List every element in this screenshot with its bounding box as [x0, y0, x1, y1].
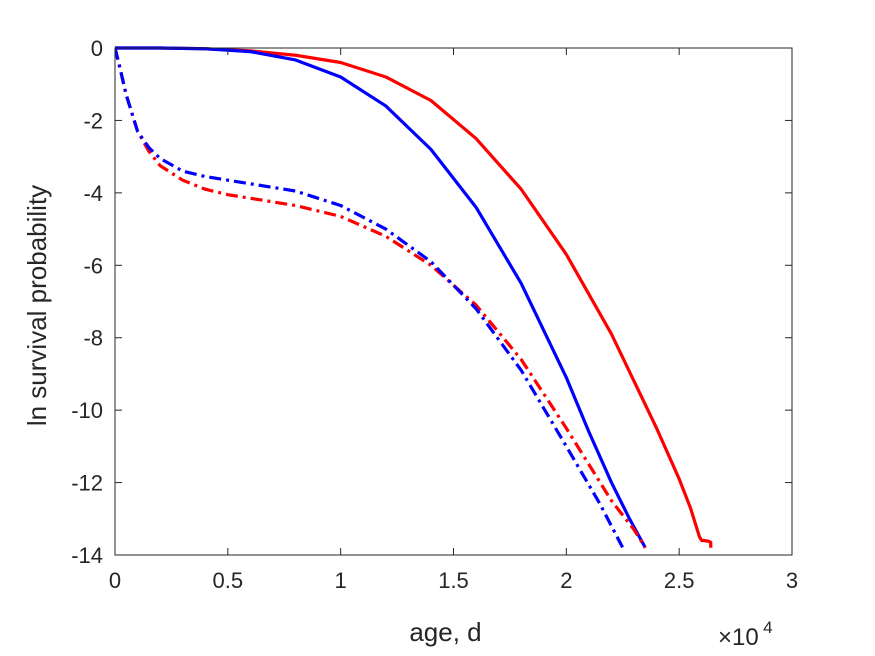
- x-exponent-base: ×10: [718, 624, 759, 651]
- series-line-4: [115, 47, 625, 549]
- series-line-1: [115, 46, 713, 548]
- y-tick-label: -4: [83, 181, 103, 206]
- x-exponent-power: 4: [763, 618, 772, 637]
- x-tick-label: 1: [335, 568, 347, 593]
- x-tick-label: 3: [786, 568, 798, 593]
- y-axis-label: ln survival probability: [22, 185, 52, 426]
- x-axis-label: age, d: [409, 617, 481, 647]
- x-axis-ticks: 0 0.5 1 1.5 2 2.5 3: [109, 48, 798, 593]
- y-tick-label: 0: [91, 36, 103, 61]
- x-tick-label: 0: [109, 568, 121, 593]
- x-tick-label: 0.5: [213, 568, 244, 593]
- y-tick-label: -12: [71, 471, 103, 496]
- x-tick-label: 2.5: [664, 568, 695, 593]
- y-tick-label: -6: [83, 253, 103, 278]
- y-tick-label: -8: [83, 326, 103, 351]
- series-line-2: [115, 46, 647, 549]
- y-tick-label: -10: [71, 398, 103, 423]
- x-axis-exponent: ×10 4: [718, 618, 773, 651]
- y-tick-label: -2: [83, 108, 103, 133]
- plot-area: [115, 48, 792, 555]
- y-tick-label: -14: [71, 543, 103, 568]
- x-tick-label: 1.5: [438, 568, 469, 593]
- series-line-3: [115, 47, 647, 549]
- x-tick-label: 2: [560, 568, 572, 593]
- series-layer: [115, 46, 713, 549]
- y-axis-ticks: 0 -2 -4 -6 -8 -10 -12 -14: [71, 36, 792, 568]
